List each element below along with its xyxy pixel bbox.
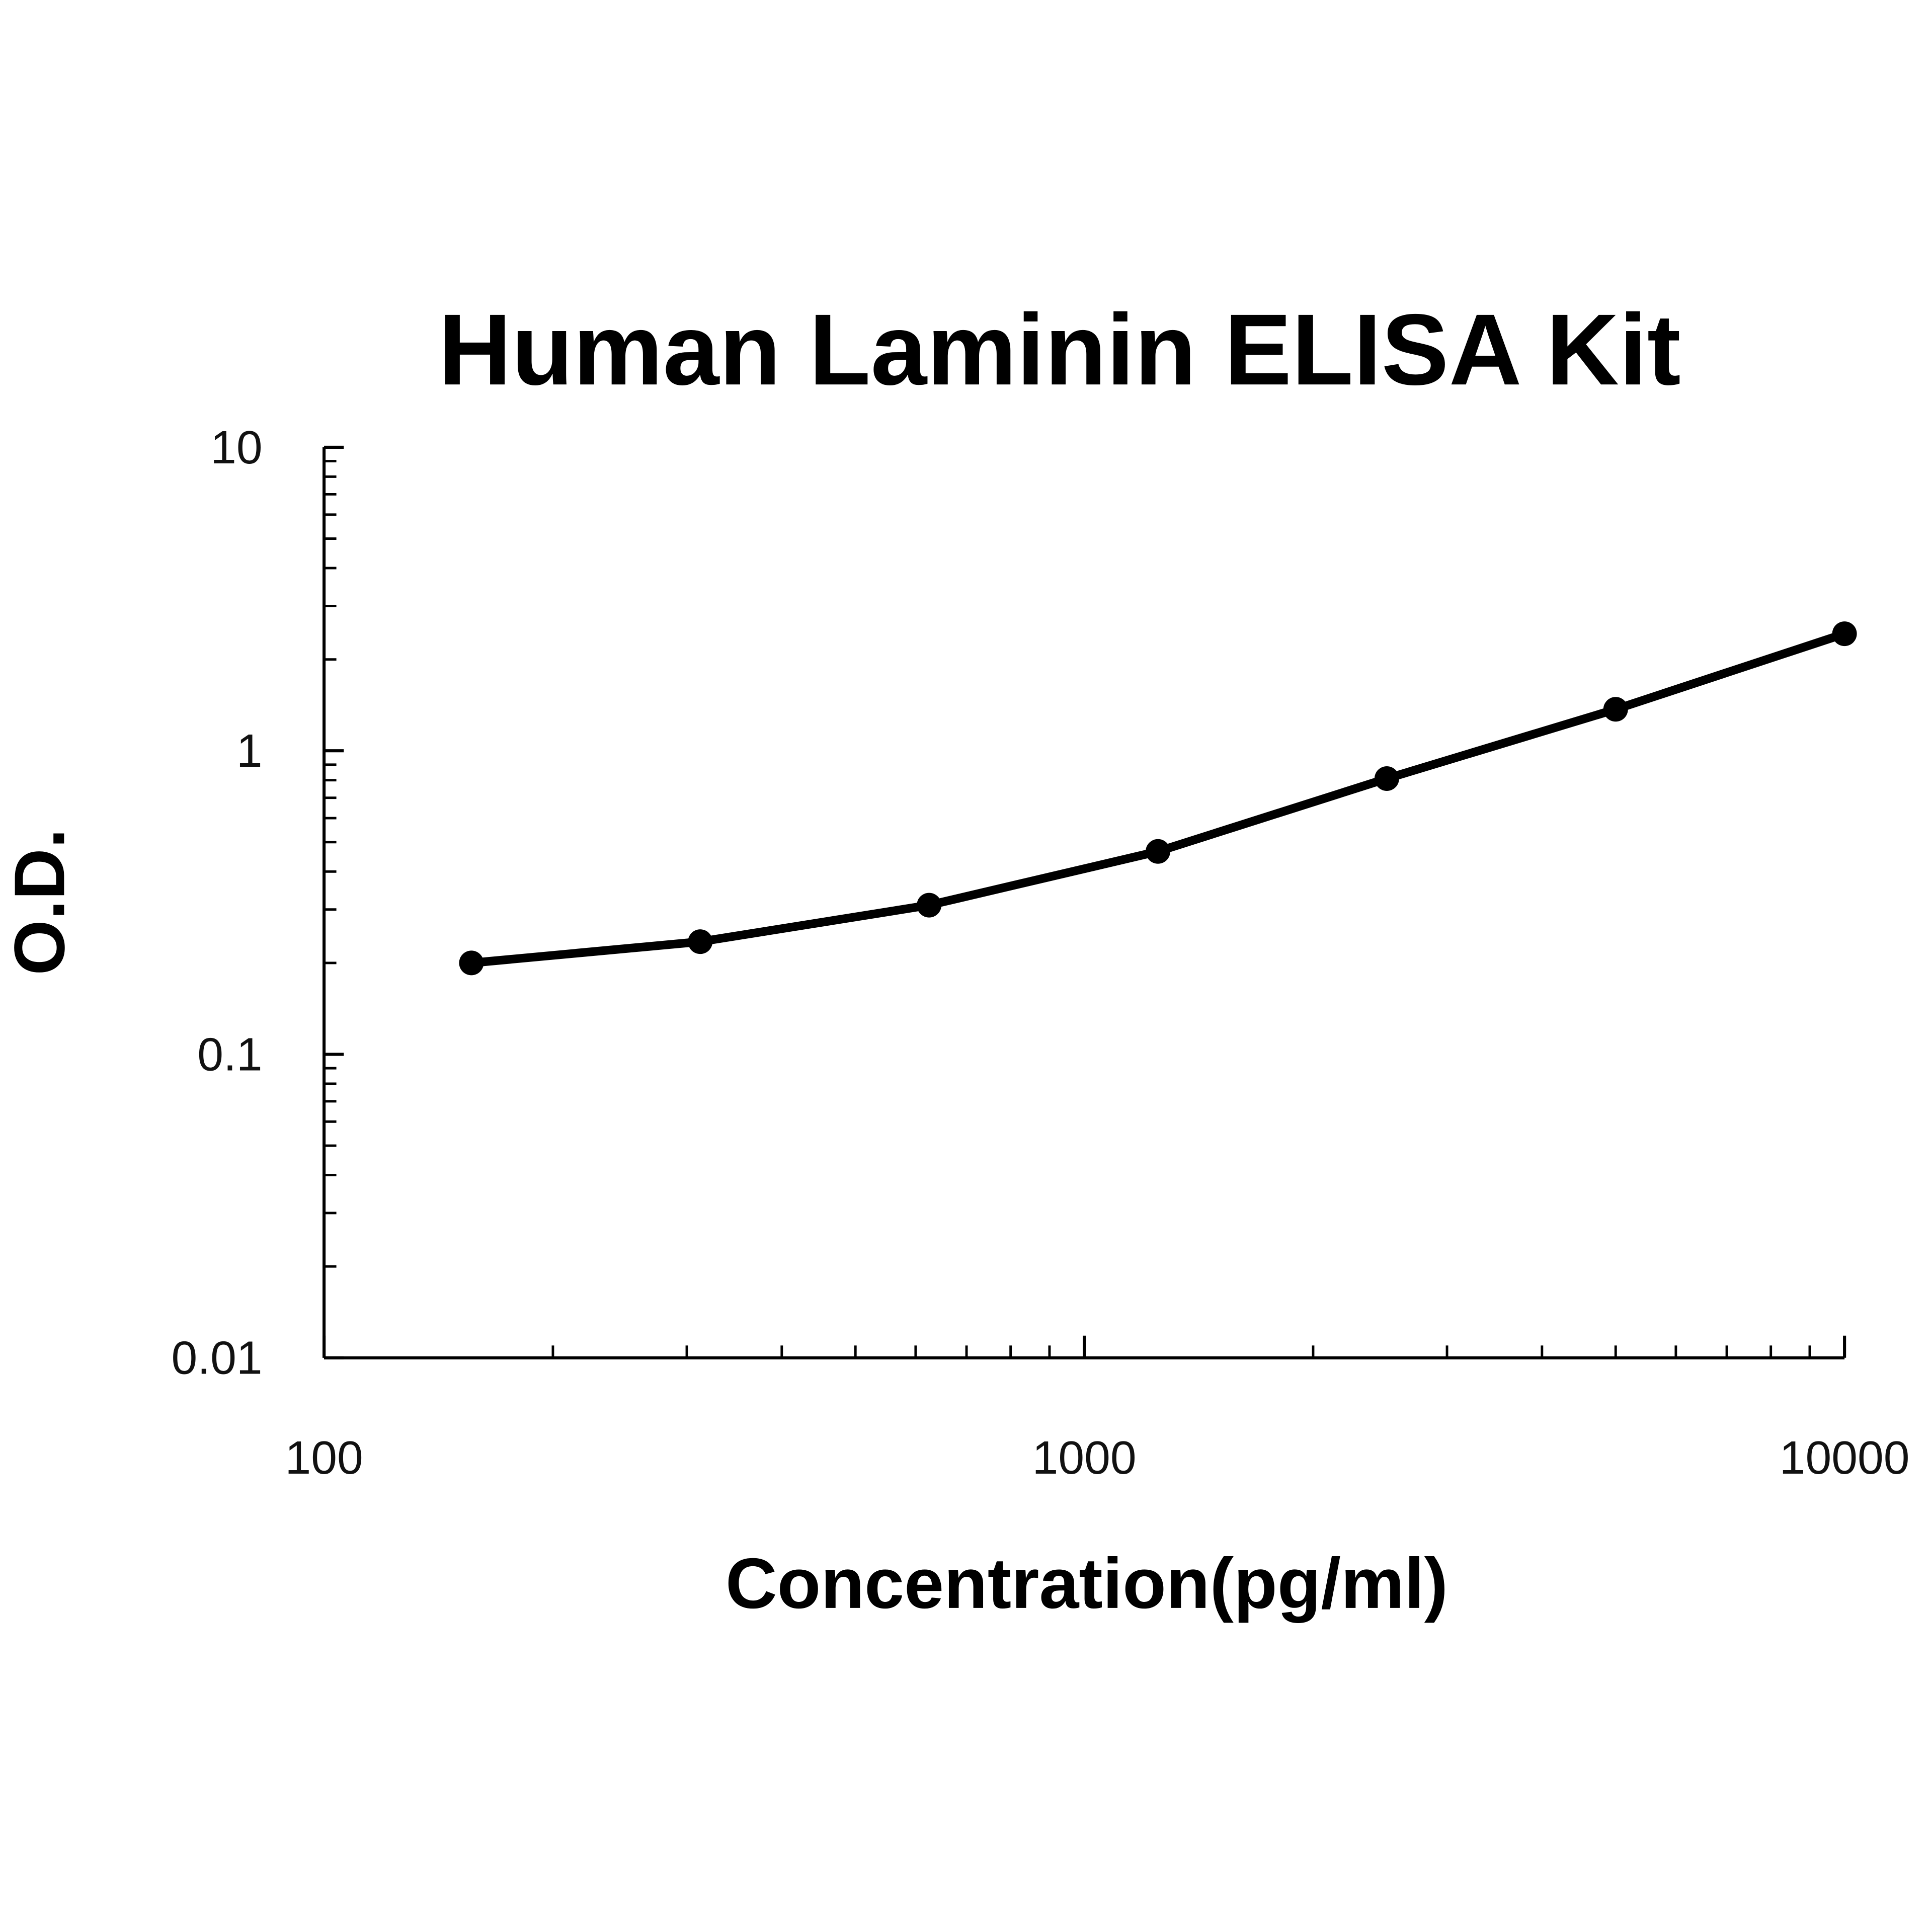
x-tick-label: 1000 bbox=[1032, 1431, 1137, 1484]
marker bbox=[1146, 839, 1171, 864]
marker bbox=[688, 929, 713, 954]
x-tick-label: 100 bbox=[285, 1431, 363, 1484]
marker bbox=[459, 950, 484, 976]
marker bbox=[1374, 766, 1399, 791]
y-tick-label: 0.01 bbox=[172, 1332, 263, 1384]
chart-title: Human Laminin ELISA Kit bbox=[439, 293, 1681, 406]
y-tick-label: 1 bbox=[236, 725, 263, 777]
marker bbox=[917, 893, 942, 918]
marker bbox=[1603, 697, 1628, 722]
x-tick-label: 10000 bbox=[1780, 1431, 1910, 1484]
y-tick-label: 0.1 bbox=[197, 1028, 262, 1080]
marker bbox=[1832, 621, 1857, 647]
y-tick-label: 10 bbox=[210, 421, 263, 473]
y-axis-label: O.D. bbox=[0, 829, 79, 976]
x-axis-label: Concentration(pg/ml) bbox=[726, 1544, 1448, 1624]
